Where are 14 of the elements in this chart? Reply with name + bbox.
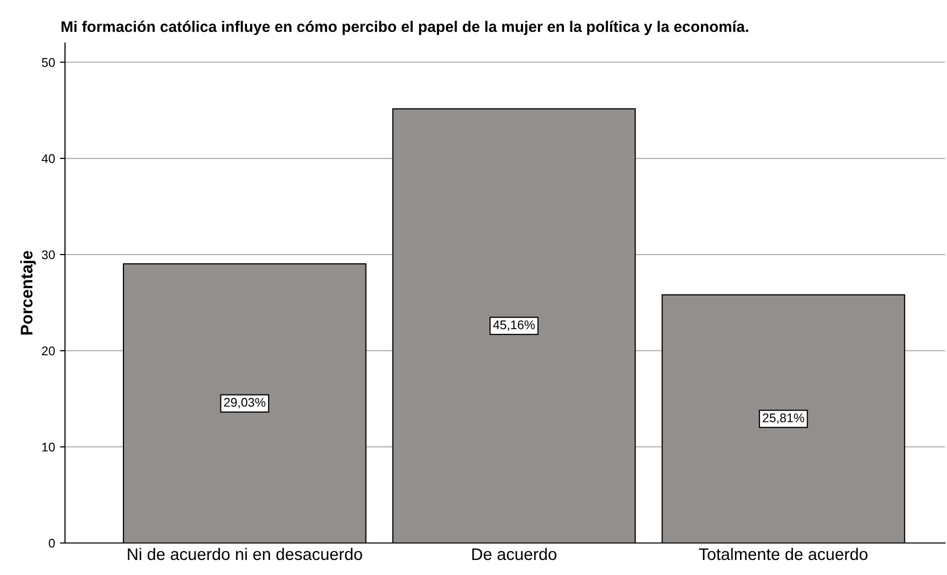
y-tick-label: 0 — [48, 538, 55, 548]
x-tick-label: Ni de acuerdo ni en desacuerdo — [128, 548, 362, 560]
y-tick-label: 40 — [42, 154, 55, 164]
x-tick-label: De acuerdo — [472, 548, 556, 560]
x-tick-label: Totalmente de acuerdo — [698, 548, 868, 560]
y-tick-label: 10 — [42, 442, 55, 452]
y-tick-label: 30 — [42, 250, 55, 260]
data-label: 29,03% — [224, 398, 266, 408]
chart-title: Mi formación católica influye en cómo percibo el papel de la mujer en la política y la economía. — [62, 20, 748, 36]
data-label: 25,81% — [762, 413, 804, 424]
y-axis-title: Porcentaje — [20, 250, 36, 334]
data-label: 45,16% — [493, 320, 535, 331]
y-tick-label: 50 — [42, 58, 55, 67]
y-tick-label: 20 — [42, 346, 55, 356]
